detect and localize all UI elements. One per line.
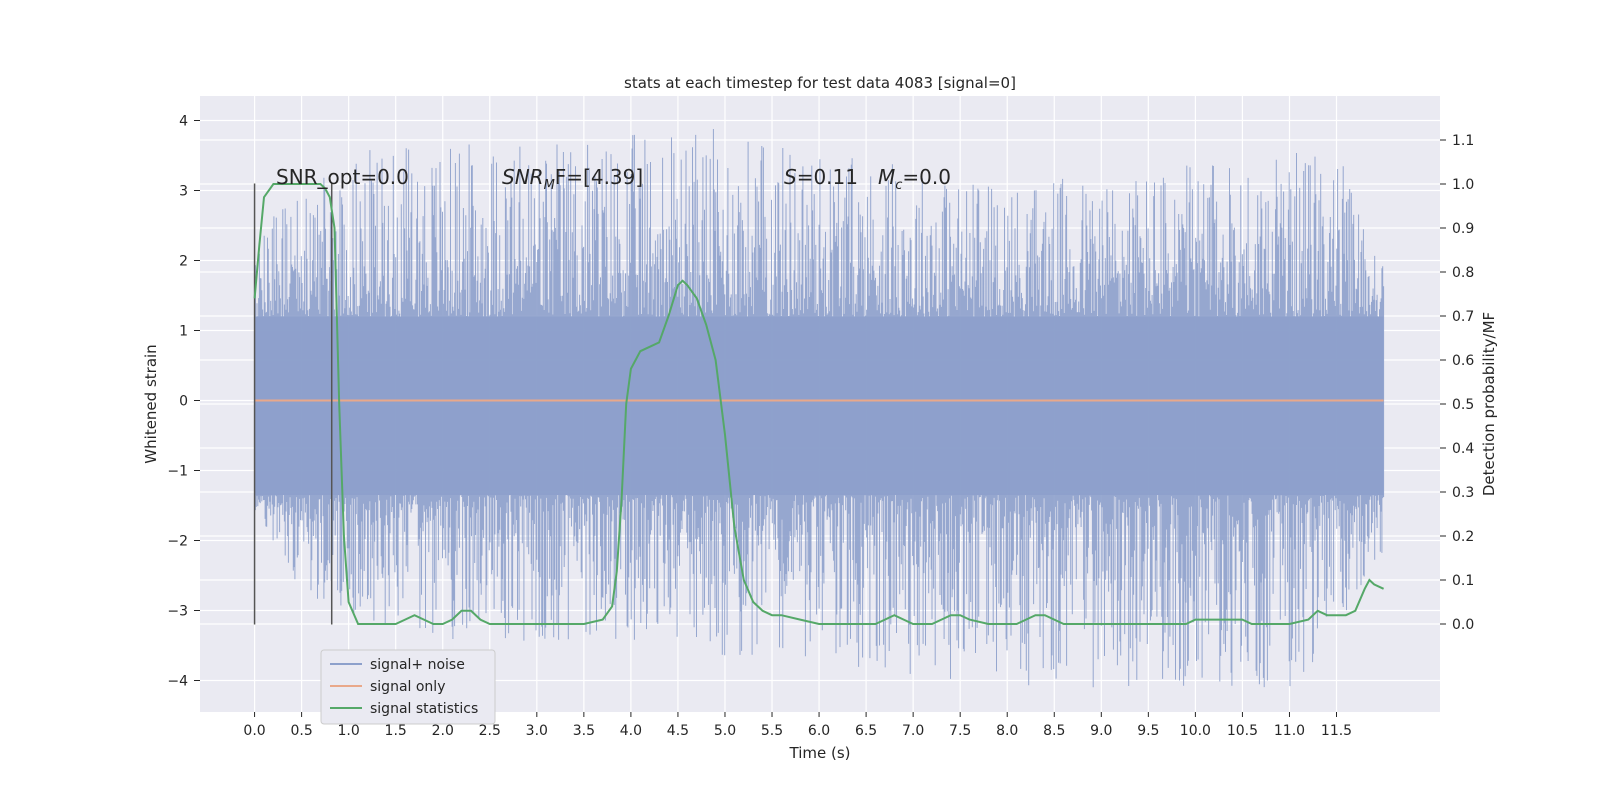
y-tick-label: 3 (179, 184, 188, 200)
y2-tick-label: 0.5 (1452, 397, 1474, 413)
x-tick-label: 9.0 (1090, 723, 1112, 739)
x-tick-label: 2.5 (479, 723, 501, 739)
annotation-mc-italic: M (878, 165, 895, 189)
annotation-s: S=0.11 (784, 165, 858, 189)
x-tick-label: 5.5 (761, 723, 783, 739)
x-tick-label: 1.0 (338, 723, 360, 739)
y2-tick-label: 0.9 (1452, 221, 1474, 237)
x-tick-label: 4.5 (667, 723, 689, 739)
y-tick-label: −2 (167, 534, 188, 550)
x-tick-label: 6.0 (808, 723, 830, 739)
x-tick-label: 11.0 (1274, 723, 1305, 739)
y-tick-label: 1 (179, 324, 188, 340)
y2-tick-label: 0.3 (1452, 485, 1474, 501)
y2-tick-label: 0.8 (1452, 265, 1474, 281)
y2-tick-label: 0.2 (1452, 529, 1474, 545)
annotation-mc-value: =0.0 (902, 165, 951, 189)
x-tick-label: 3.5 (573, 723, 595, 739)
x-tick-label: 10.5 (1227, 723, 1258, 739)
annotation-s-italic: S (784, 165, 797, 189)
legend-label-signal-only: signal only (370, 679, 445, 695)
y2-tick-label: 0.6 (1452, 353, 1474, 369)
x-axis-label: Time (s) (789, 744, 851, 762)
y-tick-label: 0 (179, 394, 188, 410)
series-signal-noise (254, 129, 1385, 688)
legend-label-signal-noise: signal+ noise (370, 657, 465, 673)
x-tick-label: 0.5 (290, 723, 312, 739)
x-tick-label: 7.5 (949, 723, 971, 739)
x-axis-ticks: 0.0 0.5 1.0 1.5 2.0 2.5 3.0 3.5 4.0 4.5 5.0 5.5 6.0 6… (243, 712, 1352, 739)
legend: signal+ noise signal only signal statist… (320, 649, 496, 725)
x-tick-label: 4.0 (620, 723, 642, 739)
vertical-markers (253, 183, 333, 625)
annotation-mc: Mc=0.0 (878, 165, 951, 193)
y2-tick-label: 1.0 (1452, 177, 1474, 193)
y2-tick-label: 1.1 (1452, 133, 1474, 149)
y-tick-label: −1 (167, 464, 188, 480)
x-tick-label: 10.0 (1180, 723, 1211, 739)
y-tick-label: −3 (167, 604, 188, 620)
annotation-mc-sub: c (895, 178, 902, 193)
chart-title: stats at each timestep for test data 408… (624, 74, 1016, 92)
x-tick-label: 5.0 (714, 723, 736, 739)
x-tick-label: 8.5 (1043, 723, 1065, 739)
annotation-snr-mf: SNRMF=[4.39] (502, 165, 643, 193)
y-tick-label: 4 (179, 114, 188, 130)
y2-axis-label: Detection probability/MF (1480, 312, 1498, 496)
x-tick-label: 8.0 (996, 723, 1018, 739)
y2-tick-label: 0.4 (1452, 441, 1474, 457)
y-tick-label: −4 (167, 674, 188, 690)
y2-tick-label: 0.1 (1452, 573, 1474, 589)
x-tick-label: 0.0 (243, 723, 265, 739)
y-axis-label: Whitened strain (142, 344, 160, 463)
series-signal-statistics-line (253, 183, 1385, 625)
y-tick-label: 2 (179, 254, 188, 270)
x-tick-label: 9.5 (1137, 723, 1159, 739)
x-tick-label: 11.5 (1321, 723, 1352, 739)
x-tick-label: 2.0 (432, 723, 454, 739)
annotation-snr-mf-sub: M (544, 178, 555, 193)
x-tick-label: 7.0 (902, 723, 924, 739)
y2-axis-ticks: 1.1 1.0 0.9 0.8 0.7 0.6 0.5 0.4 0.3 0.2 0.1 0.0 (1440, 133, 1474, 633)
x-tick-label: 1.5 (385, 723, 407, 739)
annotation-snr-mf-value: F=[4.39] (555, 165, 643, 189)
y2-tick-label: 0.7 (1452, 309, 1474, 325)
annotation-snr-opt: SNR_opt=0.0 (276, 165, 409, 189)
legend-label-signal-statistics: signal statistics (370, 701, 478, 717)
y2-tick-label: 0.0 (1452, 617, 1474, 633)
annotation-s-value: =0.11 (797, 165, 858, 189)
legend-box (320, 649, 496, 725)
y-axis-ticks: 4 3 2 1 0 −1 −2 −3 −4 (167, 114, 200, 690)
x-tick-label: 6.5 (855, 723, 877, 739)
annotation-snr-mf-italic: SNR (502, 165, 544, 189)
x-tick-label: 3.0 (526, 723, 548, 739)
